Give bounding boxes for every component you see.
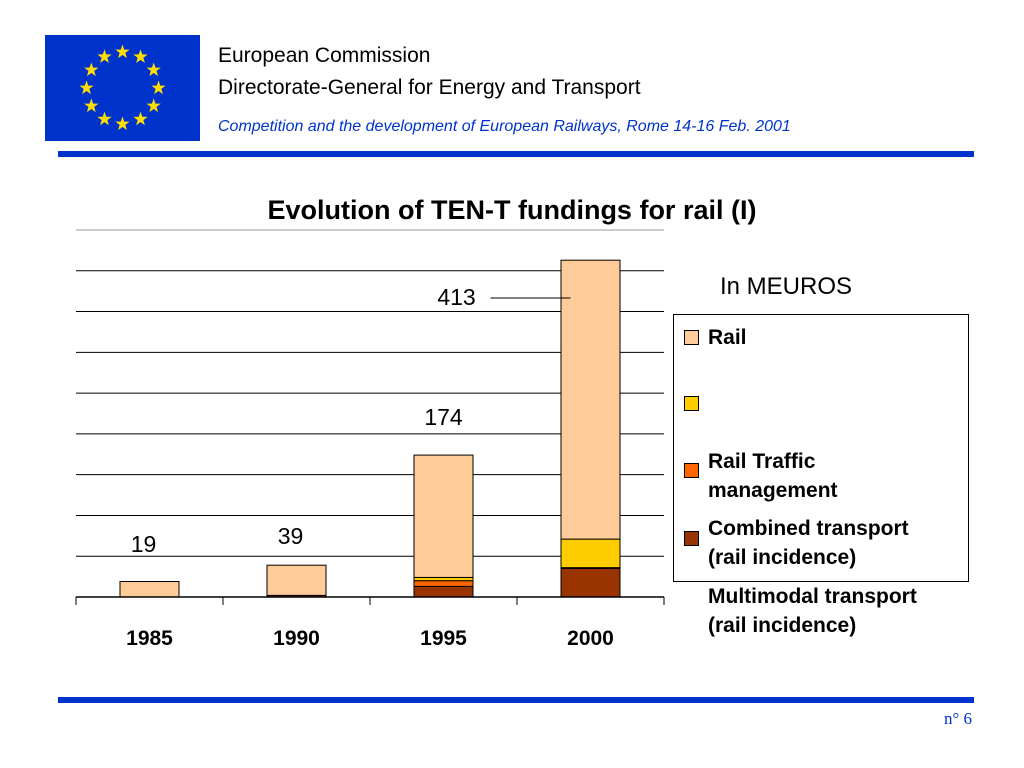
conference-subtitle: Competition and the development of Europ…	[218, 118, 791, 135]
legend-label: Combined transport (rail incidence)	[708, 517, 909, 569]
flag-star-icon	[79, 80, 94, 95]
bar-segment	[266, 564, 327, 596]
legend-swatch-rail	[684, 330, 699, 345]
legend-item-combined: Combined transport (rail incidence)	[684, 456, 909, 601]
legend-label: Rail Traffic management	[708, 450, 838, 502]
x-tick-label: 2000	[567, 627, 614, 650]
bar-segment	[413, 585, 474, 598]
total-value-label: 19	[131, 531, 157, 557]
legend-swatch-multimodal	[684, 531, 699, 546]
flag-star-icon	[115, 44, 130, 59]
total-value-label: 39	[278, 523, 304, 549]
legend-label: Rail	[708, 326, 747, 349]
legend-item-rail-traffic: Rail Traffic management	[684, 389, 838, 534]
x-tick-label: 1995	[420, 627, 467, 650]
total-value-label: 413	[437, 284, 475, 310]
flag-star-icon	[133, 49, 148, 63]
footer-rule	[58, 697, 974, 703]
legend-swatch-rail-traffic	[684, 396, 699, 411]
header-rule	[58, 151, 974, 157]
legend-item-multimodal: Multimodal transport (rail incidence)	[684, 524, 917, 669]
flag-star-icon	[146, 62, 161, 77]
bar-segment	[560, 259, 621, 540]
page-number: n° 6	[943, 709, 972, 728]
flag-star-icon	[97, 111, 112, 126]
flag-star-icon	[84, 62, 99, 77]
total-value-label: 174	[424, 404, 463, 430]
legend-item-rail: Rail	[684, 323, 747, 352]
bar-segment	[119, 581, 180, 598]
flag-star-icon	[115, 116, 130, 131]
bar-segment	[413, 454, 474, 578]
org-department: Directorate-General for Energy and Trans…	[218, 76, 641, 99]
org-name: European Commission	[218, 44, 431, 67]
flag-star-icon	[133, 111, 148, 126]
flag-star-icon	[84, 98, 99, 113]
chart-legend: Rail Rail Traffic management Combined tr…	[673, 314, 969, 637]
eu-flag-logo	[45, 35, 200, 141]
bar-segment	[413, 580, 474, 587]
x-tick-label: 1990	[273, 627, 320, 650]
flag-star-icon	[151, 80, 166, 95]
legend-label: Multimodal transport (rail incidence)	[708, 585, 917, 637]
chart-title: Evolution of TEN-T fundings for rail (I)	[267, 195, 757, 225]
bar-segment	[560, 538, 621, 569]
flag-star-icon	[97, 49, 112, 63]
bar-segment	[560, 567, 621, 598]
eu-stars-icon	[79, 44, 166, 131]
flag-star-icon	[146, 98, 161, 113]
legend-swatch-combined	[684, 463, 699, 478]
x-tick-label: 1985	[126, 627, 173, 650]
units-note: In MEUROS	[720, 273, 853, 300]
